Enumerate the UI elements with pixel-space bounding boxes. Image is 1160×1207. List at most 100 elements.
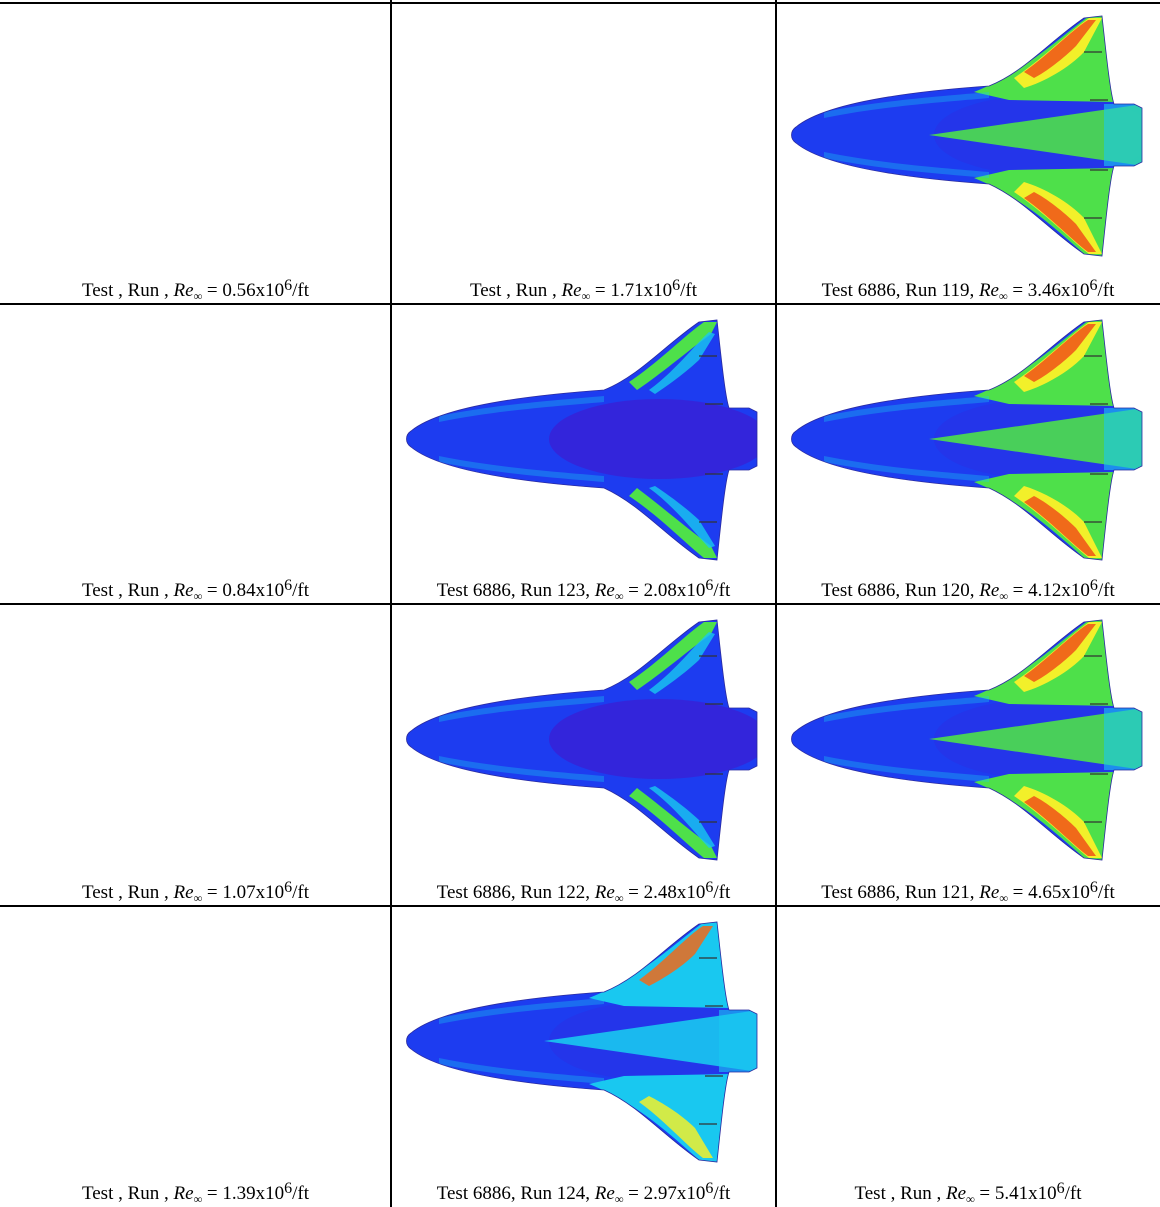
equals-sign: = [1007, 280, 1028, 301]
run-number: 122 [556, 882, 586, 903]
caption-separator: , [164, 882, 174, 903]
reynolds-unit: /ft [713, 580, 731, 601]
reynolds-subscript: ∞ [193, 1192, 203, 1206]
run-label: Run [127, 882, 165, 903]
equals-sign: = [974, 1183, 995, 1204]
reynolds-exponent: 6 [284, 277, 293, 294]
test-label: Test [821, 580, 858, 601]
figure-panel: Test , Run , Re∞ = 1.39x106/ft [0, 906, 391, 1207]
reynolds-exponent: 6 [1089, 577, 1098, 594]
caption-separator: , [585, 580, 595, 601]
figure-panel: Test , Run , Re∞ = 1.71x106/ft [391, 0, 776, 304]
reynolds-subscript: ∞ [999, 891, 1008, 905]
panel-caption: Test 6886, Run 123, Re∞ = 2.08x106/ft [391, 577, 776, 603]
reynolds-subscript: ∞ [193, 891, 203, 905]
heat-transfer-image [406, 921, 758, 1163]
reynolds-unit: /ft [292, 580, 310, 601]
reynolds-value: 0.84x10 [222, 580, 285, 601]
panel-caption: Test 6886, Run 122, Re∞ = 2.48x106/ft [391, 879, 776, 905]
grid-horizontal-line [0, 905, 1160, 907]
caption-separator: , [936, 1183, 947, 1204]
panel-caption: Test 6886, Run 121, Re∞ = 4.65x106/ft [776, 879, 1160, 905]
reynolds-symbol: Re∞ [594, 882, 624, 905]
reynolds-subscript: ∞ [614, 589, 624, 603]
test-label: Test [821, 280, 858, 301]
reynolds-unit: /ft [680, 280, 698, 301]
reynolds-subscript: ∞ [193, 289, 203, 303]
reynolds-symbol: Re∞ [173, 580, 203, 603]
figure-panel: Test 6886, Run 120, Re∞ = 4.12x106/ft [776, 304, 1160, 604]
reynolds-exponent: 6 [1089, 879, 1098, 896]
heat-transfer-image [791, 619, 1143, 861]
caption-separator: , [164, 580, 174, 601]
equals-sign: = [202, 280, 223, 301]
panel-caption: Test , Run , Re∞ = 0.84x106/ft [0, 577, 391, 603]
test-number: 6886 [857, 280, 896, 301]
panel-caption: Test , Run , Re∞ = 5.41x106/ft [776, 1180, 1160, 1206]
reynolds-value: 1.07x10 [222, 882, 285, 903]
run-label: Run [127, 280, 165, 301]
reynolds-exponent: 6 [705, 1180, 714, 1197]
panel-caption: Test , Run , Re∞ = 0.56x106/ft [0, 277, 391, 303]
test-label: Test [469, 280, 507, 301]
reynolds-symbol: Re∞ [978, 280, 1008, 303]
reynolds-value: 2.48x10 [643, 882, 706, 903]
test-number: 6886 [857, 882, 896, 903]
figure-panel: Test 6886, Run 124, Re∞ = 2.97x106/ft [391, 906, 776, 1207]
caption-separator: , [118, 280, 128, 301]
heat-transfer-image [406, 619, 758, 861]
figure-panel: Test , Run , Re∞ = 5.41x106/ft [776, 906, 1160, 1207]
test-label: Test [81, 1183, 119, 1204]
caption-separator: , [895, 580, 905, 601]
reynolds-subscript: ∞ [999, 289, 1008, 303]
reynolds-exponent: 6 [1056, 1180, 1065, 1197]
panel-caption: Test 6886, Run 124, Re∞ = 2.97x106/ft [391, 1180, 776, 1206]
test-label: Test [436, 580, 473, 601]
caption-separator: , [895, 280, 906, 301]
caption-separator: , [118, 1183, 128, 1204]
reynolds-subscript: ∞ [193, 589, 203, 603]
reynolds-value: 4.12x10 [1028, 580, 1090, 601]
reynolds-exponent: 6 [705, 879, 714, 896]
run-number: 121 [941, 882, 970, 903]
caption-separator: , [510, 882, 521, 903]
test-label: Test [436, 882, 473, 903]
reynolds-subscript: ∞ [966, 1192, 975, 1206]
reynolds-unit: /ft [1097, 280, 1115, 301]
run-label: Run [904, 882, 942, 903]
run-label: Run [520, 882, 557, 903]
reynolds-symbol: Re∞ [946, 1183, 975, 1206]
reynolds-exponent: 6 [284, 577, 293, 594]
reynolds-exponent: 6 [705, 577, 714, 594]
test-label: Test [821, 882, 858, 903]
run-label: Run [520, 1183, 557, 1204]
test-number: 6886 [472, 882, 511, 903]
grid-horizontal-line [0, 2, 1160, 4]
run-label: Run [905, 280, 942, 301]
reynolds-symbol: Re∞ [979, 580, 1008, 603]
caption-separator: , [552, 280, 562, 301]
caption-separator: , [969, 882, 980, 903]
run-label: Run [904, 580, 942, 601]
run-label: Run [520, 580, 557, 601]
reynolds-unit: /ft [292, 882, 310, 903]
caption-separator: , [510, 580, 521, 601]
reynolds-symbol: Re∞ [561, 280, 591, 303]
grid-horizontal-line [0, 603, 1160, 605]
reynolds-value: 4.65x10 [1028, 882, 1090, 903]
reynolds-symbol: Re∞ [979, 882, 1008, 905]
figure-panel: Test 6886, Run 123, Re∞ = 2.08x106/ft [391, 304, 776, 604]
run-number: 124 [556, 1183, 586, 1204]
figure-panel: Test , Run , Re∞ = 0.84x106/ft [0, 304, 391, 604]
caption-separator: , [164, 1183, 174, 1204]
caption-separator: , [969, 280, 979, 301]
reynolds-value: 1.39x10 [222, 1183, 285, 1204]
equals-sign: = [1007, 580, 1029, 601]
reynolds-symbol: Re∞ [173, 280, 203, 303]
test-number: 6886 [857, 580, 896, 601]
reynolds-unit: /ft [292, 280, 310, 301]
heat-transfer-image [406, 319, 758, 561]
reynolds-value: 2.08x10 [643, 580, 706, 601]
reynolds-exponent: 6 [672, 277, 681, 294]
